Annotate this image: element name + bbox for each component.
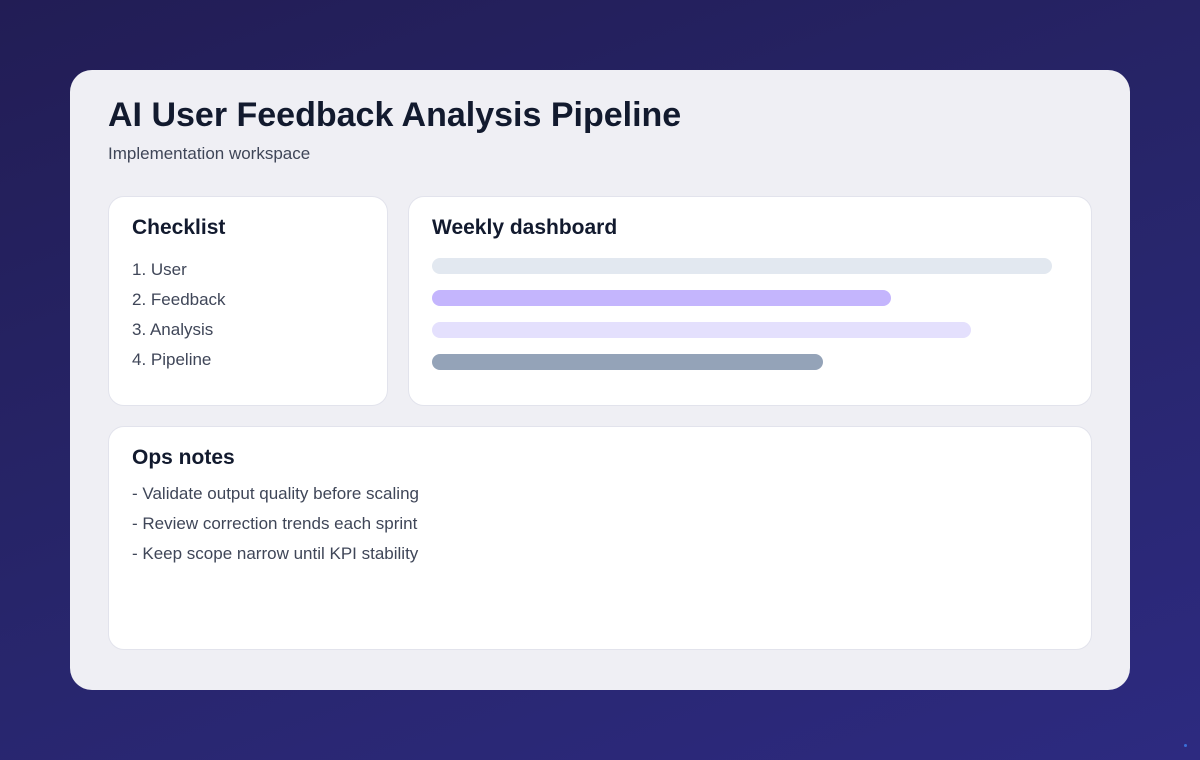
checklist-item: 1. User xyxy=(132,260,187,279)
page-title: AI User Feedback Analysis Pipeline xyxy=(108,96,682,134)
dashboard-bar xyxy=(432,290,891,306)
note-item: - Keep scope narrow until KPI stability xyxy=(132,544,419,563)
checklist-item: 4. Pipeline xyxy=(132,350,212,369)
dashboard-bar xyxy=(432,322,972,338)
note-item: - Review correction trends each sprint xyxy=(132,514,418,533)
note-item: - Validate output quality before scaling xyxy=(132,484,419,503)
checklist-panel: Checklist 1. User 2. Feedback 3. Analysi… xyxy=(108,196,388,406)
checklist-title: Checklist xyxy=(132,216,226,239)
dashboard-bar xyxy=(432,258,1052,274)
indicator-dot xyxy=(1184,744,1187,747)
workspace-card: AI User Feedback Analysis Pipeline Imple… xyxy=(70,70,1130,690)
ops-notes-panel: Ops notes - Validate output quality befo… xyxy=(108,426,1092,650)
dashboard-title: Weekly dashboard xyxy=(432,216,618,239)
dashboard-bar xyxy=(432,354,823,370)
checklist-item: 2. Feedback xyxy=(132,290,226,309)
weekly-dashboard-panel: Weekly dashboard xyxy=(408,196,1092,406)
page-subtitle: Implementation workspace xyxy=(108,144,311,163)
checklist-item: 3. Analysis xyxy=(132,320,214,339)
notes-title: Ops notes xyxy=(132,446,235,469)
